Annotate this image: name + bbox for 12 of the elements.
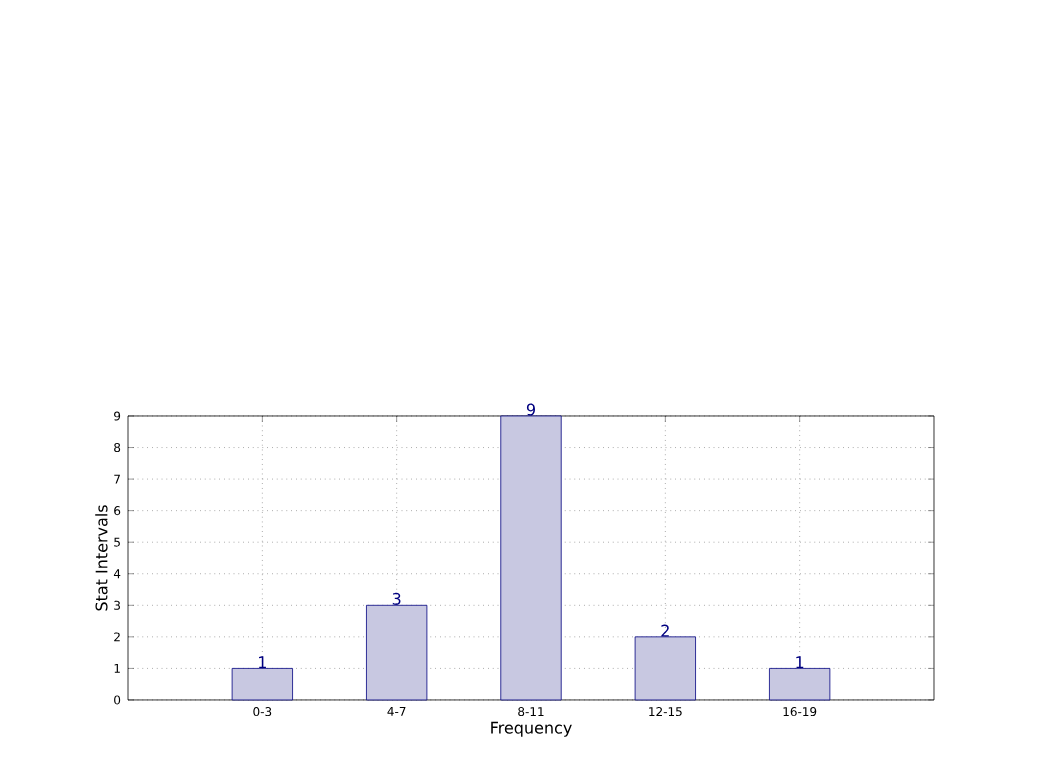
y-axis-title: Stat Intervals: [95, 505, 108, 611]
data-label: 9: [526, 403, 535, 416]
data-label: 1: [796, 656, 804, 669]
data-label: 1: [259, 656, 266, 669]
data-label: 2: [661, 624, 669, 637]
bar: [500, 415, 562, 701]
x-axis-title: Frequency: [491, 721, 572, 737]
data-label: 3: [392, 592, 401, 605]
bar: [366, 604, 428, 701]
bar: [769, 668, 831, 701]
bar: [231, 668, 293, 701]
bar: [634, 636, 696, 701]
